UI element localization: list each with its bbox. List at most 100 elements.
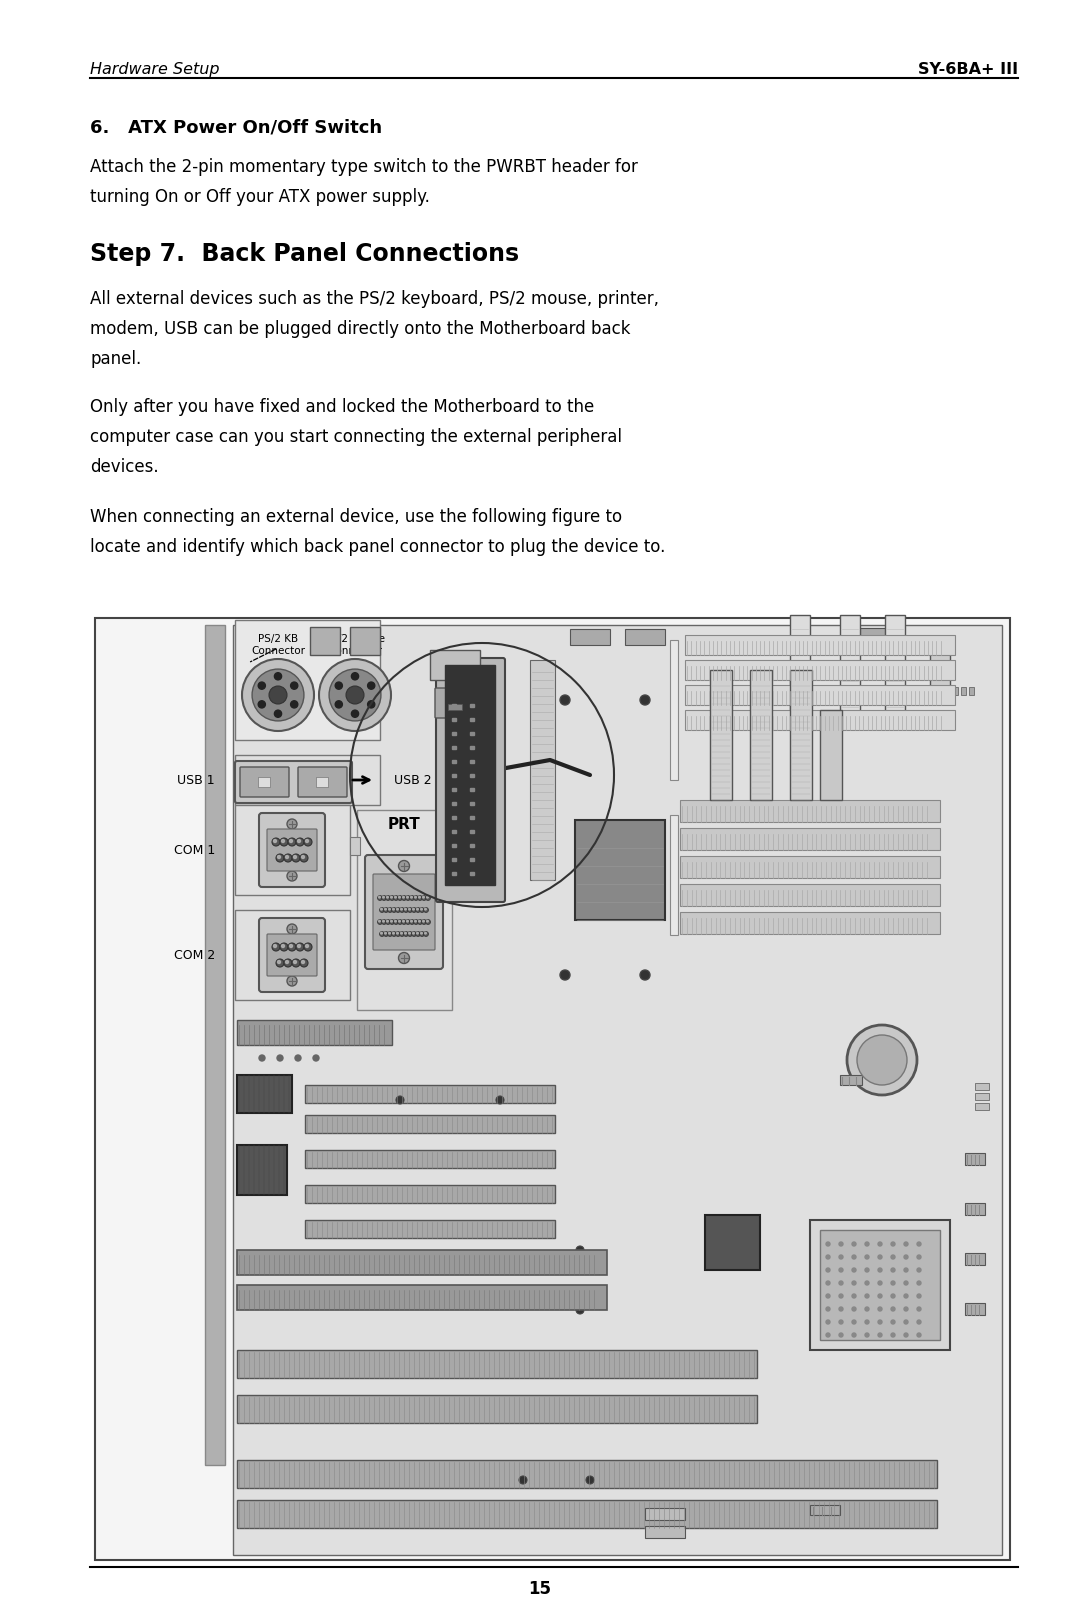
Bar — [670, 641, 678, 780]
Text: Attach the 2-pin momentary type switch to the PWRBT header for: Attach the 2-pin momentary type switch t… — [90, 159, 638, 176]
Bar — [453, 731, 456, 735]
Bar — [975, 1103, 989, 1110]
Circle shape — [904, 1281, 908, 1285]
Circle shape — [292, 959, 300, 968]
Bar — [237, 1146, 287, 1196]
Circle shape — [351, 710, 359, 717]
Circle shape — [276, 959, 284, 968]
Circle shape — [367, 701, 375, 709]
Circle shape — [390, 919, 394, 924]
Bar — [975, 1094, 989, 1100]
Bar — [705, 1215, 760, 1270]
Circle shape — [917, 1243, 921, 1246]
Circle shape — [878, 1307, 882, 1311]
Circle shape — [303, 838, 312, 846]
Bar — [570, 629, 610, 646]
Circle shape — [289, 840, 293, 843]
Circle shape — [397, 919, 403, 924]
Bar — [305, 1150, 555, 1168]
Circle shape — [839, 1269, 843, 1272]
Circle shape — [407, 932, 413, 937]
Text: turning On or Off your ATX power supply.: turning On or Off your ATX power supply. — [90, 188, 430, 205]
Circle shape — [904, 1320, 908, 1324]
Circle shape — [418, 919, 422, 924]
Circle shape — [421, 919, 427, 924]
Circle shape — [294, 856, 297, 859]
Circle shape — [891, 1307, 895, 1311]
FancyBboxPatch shape — [259, 917, 325, 992]
Circle shape — [917, 1281, 921, 1285]
Circle shape — [259, 1055, 265, 1061]
Bar — [316, 777, 328, 786]
Bar — [530, 660, 555, 880]
Bar — [680, 828, 940, 849]
Circle shape — [418, 895, 422, 901]
Bar — [470, 872, 474, 875]
Text: modem, USB can be plugged directly onto the Motherboard back: modem, USB can be plugged directly onto … — [90, 320, 631, 338]
Circle shape — [904, 1333, 908, 1336]
Circle shape — [273, 840, 276, 843]
Circle shape — [419, 908, 424, 913]
Circle shape — [421, 895, 427, 901]
Bar — [453, 718, 456, 722]
Circle shape — [303, 943, 312, 951]
Circle shape — [272, 838, 280, 846]
FancyBboxPatch shape — [436, 659, 505, 901]
Bar — [961, 688, 966, 696]
Circle shape — [496, 1095, 504, 1103]
Circle shape — [865, 1320, 869, 1324]
FancyBboxPatch shape — [259, 812, 325, 887]
Circle shape — [411, 932, 417, 937]
Bar — [470, 803, 474, 806]
Circle shape — [306, 945, 309, 948]
Circle shape — [287, 976, 297, 985]
Bar — [453, 788, 456, 791]
Bar — [820, 1230, 940, 1340]
Circle shape — [284, 854, 292, 862]
Circle shape — [379, 908, 384, 913]
Circle shape — [904, 1243, 908, 1246]
Bar — [453, 872, 456, 875]
Bar — [975, 1082, 989, 1091]
Circle shape — [409, 919, 415, 924]
Bar — [453, 773, 456, 777]
Circle shape — [405, 919, 410, 924]
Circle shape — [276, 1055, 283, 1061]
Circle shape — [576, 1246, 584, 1254]
Circle shape — [400, 908, 405, 913]
Text: Step 7.  Back Panel Connections: Step 7. Back Panel Connections — [90, 243, 519, 265]
Circle shape — [289, 945, 293, 948]
Circle shape — [386, 919, 391, 924]
Bar — [685, 660, 955, 680]
Circle shape — [329, 670, 381, 722]
Bar — [625, 629, 665, 646]
Text: SY-6BA+ III: SY-6BA+ III — [918, 61, 1018, 78]
Circle shape — [852, 1294, 856, 1298]
Circle shape — [839, 1294, 843, 1298]
Circle shape — [294, 961, 297, 963]
Bar — [885, 615, 905, 720]
Bar — [470, 788, 474, 791]
Circle shape — [258, 701, 266, 709]
Bar — [810, 1505, 840, 1514]
Bar — [750, 670, 772, 799]
Circle shape — [865, 1256, 869, 1259]
Bar — [237, 1459, 937, 1489]
Circle shape — [405, 895, 410, 901]
Circle shape — [826, 1307, 831, 1311]
Circle shape — [288, 838, 296, 846]
Circle shape — [335, 701, 342, 709]
Circle shape — [393, 895, 399, 901]
Bar — [445, 665, 495, 885]
Circle shape — [276, 854, 284, 862]
Bar — [810, 1220, 950, 1349]
Bar — [453, 858, 456, 861]
Circle shape — [891, 1269, 895, 1272]
Circle shape — [878, 1320, 882, 1324]
Bar — [685, 634, 955, 655]
Circle shape — [904, 1294, 908, 1298]
Circle shape — [273, 945, 276, 948]
Circle shape — [826, 1269, 831, 1272]
Bar — [237, 1349, 757, 1379]
Circle shape — [402, 919, 406, 924]
